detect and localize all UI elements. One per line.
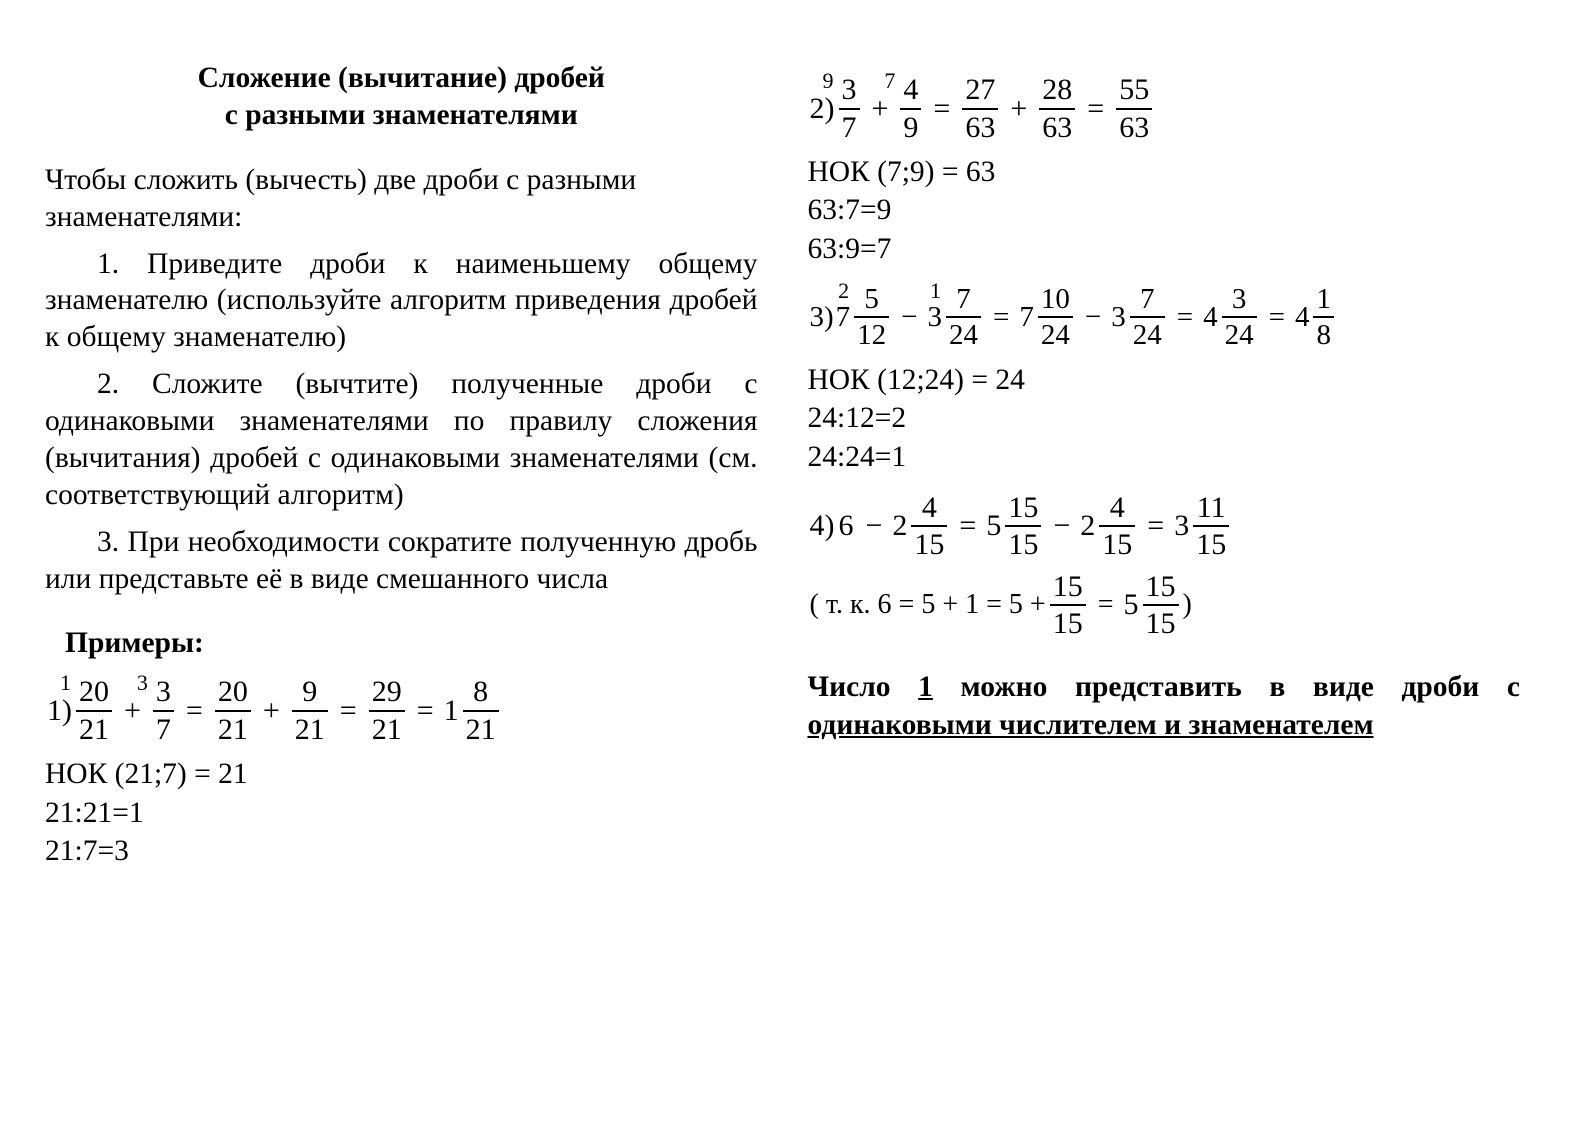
- left-column: Сложение (вычитание) дробей с разными зн…: [45, 60, 758, 1084]
- ex3-term-6: 4 1 8: [1295, 284, 1336, 351]
- examples-heading: Примеры:: [45, 625, 758, 662]
- ex2-term-2: 7 4 9: [898, 74, 923, 143]
- ex1-term-1: 1 20 21: [74, 676, 114, 745]
- ex4-label: 4): [808, 511, 837, 541]
- step-2: 2. Сложите (вычтите) полученные дроби с …: [45, 366, 758, 514]
- title-line-1: Сложение (вычитание) дробей: [198, 62, 605, 94]
- example-2-work: НОК (7;9) = 63 63:7=9 63:9=7: [808, 153, 1521, 268]
- right-column: 2) 9 3 7 + 7 4 9 = 27 63 + 28: [808, 60, 1521, 1084]
- ex4-term-5: 3 11 15: [1174, 492, 1231, 561]
- ex3-term-1: 7 2 5 12: [836, 284, 892, 351]
- ex3-label: 3): [808, 303, 836, 332]
- body-text: Чтобы сложить (вычесть) две дроби с разн…: [45, 162, 758, 663]
- ex3-term-3: 7 10 24: [1019, 284, 1075, 351]
- example-3-eq: 3) 7 2 5 12 − 3 1 7 24 =: [808, 284, 1521, 351]
- conclusion: Число 1 можно представить в виде дроби с…: [808, 668, 1521, 745]
- ex3-term-5: 4 3 24: [1203, 284, 1259, 351]
- title-line-2: с разными знаменателями: [225, 99, 578, 131]
- example-4-eq: 4) 6 − 2 4 15 = 5 15 15 −: [808, 492, 1521, 561]
- example-2-eq: 2) 9 3 7 + 7 4 9 = 27 63 + 28: [808, 74, 1521, 143]
- ex1-term-4: 9 21: [290, 676, 330, 745]
- ex4-term-2: 2 4 15: [892, 492, 949, 561]
- ex1-term-6: 1 8 21: [444, 676, 501, 745]
- example-1-eq: 1) 1 20 21 + 3 3 7 = 20 21 + 9: [45, 676, 758, 745]
- ex2-term-3: 27 63: [960, 74, 1000, 143]
- example-3-work: НОК (12;24) = 24 24:12=2 24:24=1: [808, 361, 1521, 476]
- ex2-term-5: 55 63: [1114, 74, 1154, 143]
- ex4-term-4: 2 4 15: [1080, 492, 1137, 561]
- ex2-label: 2): [808, 94, 837, 124]
- ex2-term-4: 28 63: [1037, 74, 1077, 143]
- example-1-work: НОК (21;7) = 21 21:21=1 21:7=3: [45, 755, 758, 870]
- page: Сложение (вычитание) дробей с разными зн…: [0, 0, 1590, 1124]
- ex1-term-5: 29 21: [367, 676, 407, 745]
- step-3: 3. При необходимости сократите полученну…: [45, 524, 758, 598]
- ex1-label: 1): [45, 696, 74, 726]
- ex3-term-4: 3 7 24: [1111, 284, 1167, 351]
- page-title: Сложение (вычитание) дробей с разными зн…: [45, 60, 758, 134]
- ex3-term-2: 3 1 7 24: [928, 284, 984, 351]
- ex4-term-3: 5 15 15: [986, 492, 1043, 561]
- ex1-term-2: 3 3 7: [151, 676, 176, 745]
- ex2-term-1: 9 3 7: [837, 74, 862, 143]
- example-4-note: ( т. к. 6 = 5 + 1 = 5 + 15 15 = 5 15 15 …: [808, 571, 1521, 640]
- intro: Чтобы сложить (вычесть) две дроби с разн…: [45, 162, 758, 236]
- step-1: 1. Приведите дроби к наименьшему общему …: [45, 246, 758, 357]
- ex1-term-3: 20 21: [213, 676, 253, 745]
